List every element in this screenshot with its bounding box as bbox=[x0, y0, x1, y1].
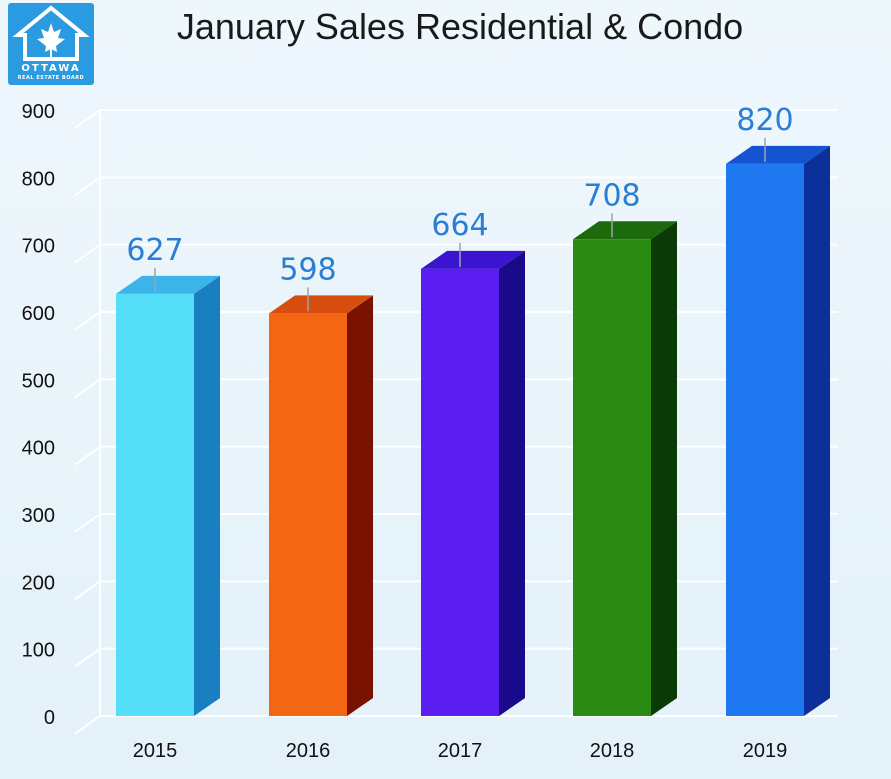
y-axis: 0 100 200 300 400 500 600 700 800 900 bbox=[22, 101, 55, 729]
bar-2016: 598 bbox=[269, 252, 373, 716]
y-tick-label: 100 bbox=[22, 640, 55, 662]
chart-title: January Sales Residential & Condo bbox=[176, 6, 744, 47]
logo-subtext: REAL ESTATE BOARD bbox=[17, 75, 85, 81]
bar-side bbox=[347, 295, 373, 716]
bars: 627 598 664 708 820 bbox=[116, 103, 830, 716]
gridline-depth bbox=[74, 647, 101, 668]
gridline-depth bbox=[74, 513, 101, 533]
y-tick-label: 900 bbox=[22, 101, 55, 123]
bar-side bbox=[651, 221, 677, 716]
y-tick-label: 600 bbox=[22, 303, 55, 325]
bar-front bbox=[269, 313, 347, 716]
gridline-depth bbox=[74, 311, 101, 331]
gridline-depth bbox=[74, 580, 101, 601]
bar-front bbox=[116, 293, 194, 716]
x-tick-label: 2017 bbox=[438, 740, 483, 762]
gridline-depth bbox=[74, 445, 101, 466]
bar-side bbox=[804, 145, 830, 716]
gridline-depth bbox=[74, 176, 101, 197]
x-axis: 2015 2016 2017 2018 2019 bbox=[133, 740, 788, 762]
house-maple-leaf-icon bbox=[12, 5, 90, 61]
data-label: 708 bbox=[583, 178, 640, 213]
bar-2018: 708 bbox=[573, 178, 677, 716]
ottawa-real-estate-board-logo: OTTAWA REAL ESTATE BOARD bbox=[8, 3, 94, 85]
x-tick-label: 2016 bbox=[286, 740, 331, 762]
y-tick-label: 300 bbox=[22, 505, 55, 527]
bar-2015: 627 bbox=[116, 233, 220, 716]
data-label: 627 bbox=[126, 233, 183, 268]
logo-text: OTTAWA bbox=[21, 63, 81, 74]
bar-2019: 820 bbox=[726, 103, 830, 716]
x-tick-label: 2018 bbox=[590, 740, 635, 762]
gridline-depth bbox=[74, 243, 101, 264]
bar-front bbox=[573, 239, 651, 716]
bar-top bbox=[573, 221, 677, 240]
bar-side bbox=[499, 250, 525, 716]
x-tick-label: 2015 bbox=[133, 740, 178, 762]
bar-top bbox=[269, 295, 373, 314]
bar-top bbox=[421, 250, 525, 269]
x-tick-label: 2019 bbox=[743, 740, 788, 762]
data-label: 664 bbox=[431, 208, 488, 243]
data-label: 820 bbox=[736, 103, 793, 138]
gridline-depth bbox=[74, 109, 101, 129]
y-tick-label: 400 bbox=[22, 438, 55, 460]
y-tick-label: 500 bbox=[22, 370, 55, 392]
bar-front bbox=[726, 163, 804, 716]
bar-top bbox=[726, 145, 830, 164]
y-tick-label: 200 bbox=[22, 572, 55, 594]
y-tick-label: 700 bbox=[22, 236, 55, 258]
gridline-depth bbox=[74, 715, 101, 735]
bar-top bbox=[116, 275, 220, 294]
bar-front bbox=[421, 268, 499, 716]
gridline-depth bbox=[74, 378, 101, 399]
bar-2017: 664 bbox=[421, 208, 525, 716]
data-label: 598 bbox=[279, 252, 336, 287]
y-tick-label: 0 bbox=[44, 707, 55, 729]
y-tick-label: 800 bbox=[22, 168, 55, 190]
bar-side bbox=[194, 275, 220, 716]
